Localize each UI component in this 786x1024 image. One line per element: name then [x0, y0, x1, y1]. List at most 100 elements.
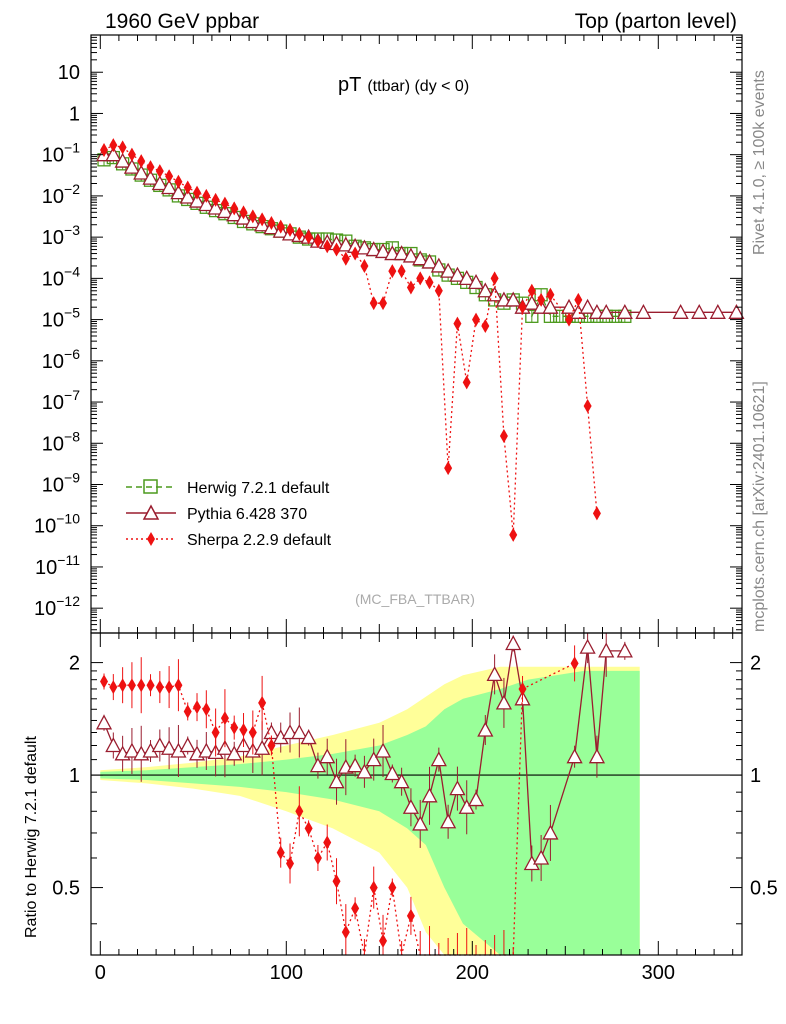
main-y-tick-label: 10−9: [42, 469, 80, 496]
sherpa-point: [583, 399, 592, 414]
sherpa-point: [127, 147, 136, 162]
analysis-watermark: (MC_FBA_TTBAR): [355, 591, 475, 607]
pythia-ratio-point: [300, 729, 317, 745]
pythia-point: [123, 158, 141, 174]
sherpa-point: [592, 506, 601, 521]
legend-pythia-marker: [142, 504, 160, 520]
main-y-tick-label: 10−6: [42, 346, 80, 373]
sherpa-ratio-point: [570, 656, 579, 671]
sherpa-ratio-point: [127, 678, 136, 693]
rivet-version-label: Rivet 4.1.0, ≥ 100k events: [751, 70, 768, 255]
pythia-ratio-point: [412, 815, 429, 831]
x-tick-label: 300: [642, 962, 675, 984]
pythia-point: [672, 303, 689, 319]
pythia-ratio-point: [430, 751, 447, 767]
sherpa-ratio-point: [323, 835, 332, 850]
sherpa-point: [490, 271, 499, 286]
sherpa-point: [332, 242, 341, 257]
pythia-ratio-point: [421, 787, 438, 803]
pythia-point: [188, 192, 206, 208]
ratio-y-tick-label: 2: [69, 653, 80, 675]
pythia-ratio-point: [328, 773, 345, 789]
pythia-ratio-point: [542, 824, 559, 840]
sherpa-point: [499, 429, 508, 444]
sherpa-ratio-point: [202, 702, 211, 717]
mcplots-source-label: mcplots.cern.ch [arXiv:2401.10621]: [751, 381, 768, 632]
sherpa-point: [146, 160, 155, 175]
sherpa-ratio-point: [193, 700, 202, 715]
pythia-point: [477, 282, 494, 298]
sherpa-point: [258, 212, 267, 227]
sherpa-ratio-point: [295, 804, 304, 819]
pythia-point: [216, 203, 234, 219]
sherpa-point: [388, 264, 397, 279]
sherpa-point: [202, 188, 211, 203]
pythia-ratio-point: [254, 739, 271, 755]
pythia-point: [179, 188, 196, 204]
legend-sherpa-label: Sherpa 2.2.9 default: [187, 532, 332, 549]
pythia-ratio-point: [216, 739, 234, 755]
sherpa-ratio-point: [220, 711, 229, 726]
sherpa-point: [295, 226, 304, 241]
sherpa-ratio-point: [137, 678, 146, 693]
sherpa-point: [444, 461, 453, 476]
pythia-ratio-point: [533, 849, 550, 865]
pythia-ratio-point: [198, 742, 215, 758]
sherpa-point: [313, 234, 322, 249]
sherpa-point: [351, 246, 360, 261]
sherpa-ratio-point: [183, 704, 192, 719]
x-tick-label: 0: [95, 962, 106, 984]
pythia-point: [598, 303, 615, 319]
pythia-point: [114, 152, 131, 168]
pythia-point: [105, 146, 122, 162]
x-tick-label: 100: [270, 962, 303, 984]
sherpa-point: [323, 239, 332, 254]
sherpa-point: [248, 209, 257, 224]
pythia-point: [579, 298, 596, 314]
pythia-point: [207, 199, 224, 215]
sherpa-point: [286, 222, 295, 237]
sherpa-point: [137, 154, 146, 169]
pythia-point: [709, 303, 726, 319]
legend-herwig-marker: [143, 479, 158, 494]
plot-title-suffix: (ttbar) (dy < 0): [367, 78, 469, 95]
sherpa-point: [416, 271, 425, 286]
pythia-ratio-point: [161, 739, 178, 755]
pythia-ratio-point: [291, 724, 308, 740]
header-left-label: 1960 GeV ppbar: [105, 10, 259, 33]
sherpa-ratio-point: [518, 681, 527, 696]
legend-sherpa-marker: [147, 532, 155, 546]
sherpa-point: [341, 251, 350, 266]
pythia-point: [393, 245, 410, 261]
pythia-ratio-point: [486, 665, 503, 682]
sherpa-ratio-point: [165, 680, 174, 695]
legend: Herwig 7.2.1 default Pythia 6.428 370 Sh…: [126, 479, 332, 549]
sherpa-point: [537, 292, 546, 307]
sherpa-point: [574, 292, 583, 307]
sherpa-point: [276, 219, 285, 234]
sherpa-point: [109, 138, 118, 153]
pythia-point: [728, 303, 745, 319]
pythia-point: [430, 257, 447, 273]
pythia-ratio-point: [598, 642, 615, 658]
sherpa-ratio-point: [230, 720, 239, 735]
pythia-point: [691, 303, 708, 319]
pythia-ratio-point: [402, 798, 420, 814]
pythia-point: [523, 294, 540, 310]
plot-title: pT (ttbar) (dy < 0): [338, 74, 469, 96]
main-series-layer: [95, 138, 745, 542]
pythia-point: [440, 262, 457, 278]
herwig-point: [525, 309, 539, 323]
pythia-point: [198, 196, 215, 212]
pythia-point: [635, 303, 652, 319]
main-y-tick-label: 10−11: [35, 552, 80, 579]
pythia-ratio-point: [105, 737, 122, 753]
sherpa-point: [509, 527, 518, 542]
sherpa-point: [481, 318, 490, 333]
main-y-tick-label: 10−1: [42, 140, 80, 167]
main-y-tick-label: 10−4: [42, 263, 80, 290]
pythia-ratio-point: [579, 638, 596, 654]
pythia-point: [161, 179, 178, 195]
plot-title-main: pT: [338, 74, 361, 96]
